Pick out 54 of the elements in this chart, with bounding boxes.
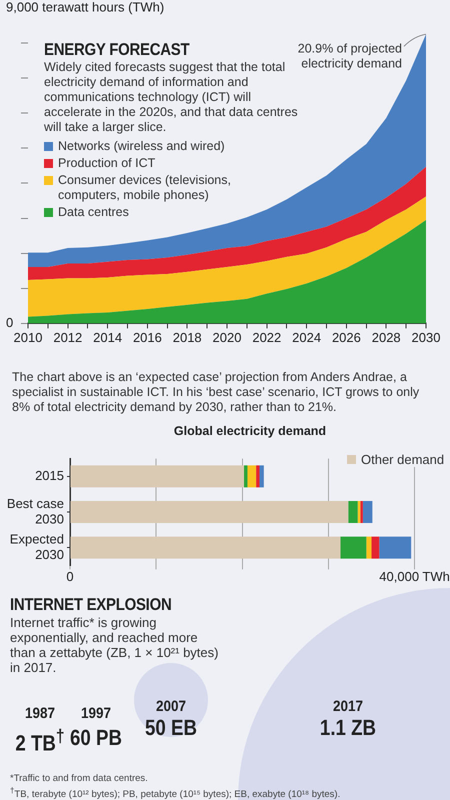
y-tick-label: 0	[6, 314, 14, 330]
text: ENERGY FORECAST	[44, 40, 190, 60]
y-tick-label: 9,000 terawatt hours (TWh)	[6, 0, 164, 15]
text: 2 TB$^{†}$	[15, 725, 65, 756]
bar	[372, 536, 380, 559]
category-label: 2017	[332, 698, 364, 715]
bar	[362, 500, 372, 524]
chart-title: Global electricity demand	[172, 424, 328, 438]
text: The chart above is an ‘expected case’ projection from Anders Andrae, a specialist in sustainable ICT. In his ‘best case’ scenario, ICT grows to only 8% of total electricity demand by 2030, rather than to 21%.	[12, 370, 420, 415]
bar	[247, 465, 256, 488]
legend-label: Data centres	[58, 205, 129, 220]
category-label: 2007	[154, 698, 188, 715]
y-tick-label: Expected 2030	[10, 531, 64, 562]
y-tick-label: 2015	[35, 468, 64, 483]
bar	[260, 465, 264, 488]
bar	[70, 465, 244, 488]
legend-label: Networks (wireless and wired)	[58, 139, 225, 154]
category-label: 1997	[80, 705, 112, 722]
y-tick-label: Best case 2030	[6, 496, 64, 526]
bar	[358, 500, 360, 524]
x-tick-label: 2014	[93, 330, 122, 345]
x-tick-label: 2012	[53, 330, 82, 345]
bar	[244, 465, 248, 488]
text: INTERNET EXPLOSION	[10, 595, 172, 615]
bar	[379, 536, 412, 559]
bar	[360, 500, 363, 524]
bar	[348, 500, 358, 524]
x-tick-label: 2030	[412, 330, 440, 345]
x-tick-label: 2016	[132, 330, 162, 345]
x-tick-label: 2028	[372, 330, 401, 345]
text: Internet traffic* is growing exponentially, and reached more than a zettabyte (ZB, 1 × 10²¹ bytes) in 2017.	[10, 615, 220, 675]
x-tick-label: 2026	[332, 330, 361, 345]
text: *Traffic to and from data centres.	[10, 773, 148, 784]
bar	[256, 465, 260, 488]
bar	[340, 536, 366, 559]
legend-label: Production of ICT	[58, 156, 156, 171]
x-tick-label: 2020	[212, 330, 242, 345]
bar	[70, 500, 348, 524]
text: 50 EB	[145, 715, 197, 740]
text: 1.1 ZB	[320, 715, 376, 740]
legend-label: Other demand	[361, 452, 444, 467]
text: $^{†}$TB, terabyte (10¹² bytes); PB, petabyte (10¹⁵ bytes); EB, exabyte (10¹⁸ bytes).	[10, 786, 340, 800]
text: 60 PB	[70, 725, 122, 750]
annotation: 20.9% of projected electricity demand	[298, 41, 402, 70]
x-tick-label: 2022	[252, 330, 282, 345]
bar	[366, 536, 372, 559]
x-tick-label: 2010	[14, 330, 42, 345]
x-tick-label: 2018	[172, 330, 202, 345]
bar	[70, 536, 341, 559]
text: Widely cited forecasts suggest that the total electricity demand of information and communications technology (ICT) will accelerate in the 2020s, and that data centres will take a larger slice.	[44, 60, 299, 135]
x-tick-label: 2024	[292, 330, 322, 345]
x-tick-label: 40,000 TWh	[379, 568, 450, 584]
legend-label: Consumer devices (televisions, computers, mobile phones)	[58, 173, 232, 203]
category-label: 1987	[24, 705, 56, 722]
